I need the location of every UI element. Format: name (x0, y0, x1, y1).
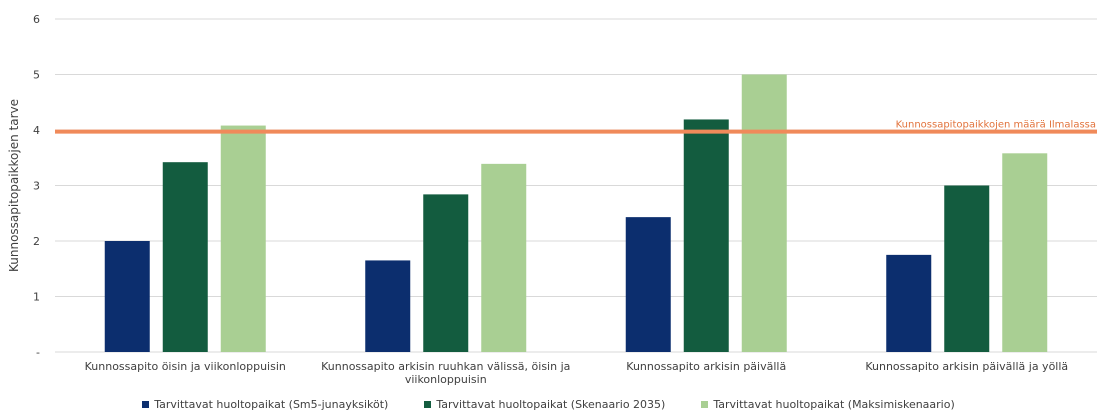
y-axis-ticks: - 1 2 3 4 5 6 (33, 13, 40, 359)
y-tick-label: 3 (33, 180, 40, 193)
legend: Tarvittavat huoltopaikat (Sm5-junayksikö… (0, 396, 1097, 412)
legend-item: Tarvittavat huoltopaikat (Sm5-junayksikö… (142, 396, 388, 412)
bar (683, 119, 729, 352)
category-label: Kunnossapito arkisin päivällä ja yöllä (865, 360, 1068, 373)
bar (365, 260, 411, 352)
x-axis-categories: Kunnossapito öisin ja viikonloppuisin Kun… (85, 360, 1069, 386)
reference-line-label: Kunnossapitopaikkojen määrä Ilmalassa (896, 120, 1096, 131)
category-label: Kunnossapito arkisin ruuhkan välissä, öi… (321, 360, 570, 373)
category-label: Kunnossapito arkisin päivällä (626, 360, 786, 373)
category-label: viikonloppuisin (405, 373, 487, 386)
bar (886, 254, 932, 352)
reference-line-group: Kunnossapitopaikkojen määrä Ilmalassa (55, 120, 1097, 134)
legend-swatch (701, 400, 709, 408)
y-tick-label: - (36, 346, 40, 359)
y-tick-label: 6 (33, 13, 40, 26)
y-tick-label: 1 (33, 291, 40, 304)
legend-item: Tarvittavat huoltopaikat (Maksimiskenaar… (701, 396, 955, 412)
gridlines (55, 18, 1097, 353)
legend-item: Tarvittavat huoltopaikat (Skenaario 2035… (424, 396, 665, 412)
bar (741, 74, 787, 352)
legend-label: Tarvittavat huoltopaikat (Maksimiskenaar… (713, 397, 955, 411)
bar (625, 217, 671, 352)
bar (162, 162, 208, 352)
legend-swatch (142, 400, 150, 408)
bar (220, 125, 266, 352)
y-tick-label: 5 (33, 69, 40, 82)
y-axis-label: Kunnossapitopaikkojen tarve (7, 99, 21, 272)
bars (104, 74, 1048, 352)
bar (481, 163, 527, 352)
y-tick-label: 4 (33, 124, 40, 137)
category-label: Kunnossapito öisin ja viikonloppuisin (85, 360, 286, 373)
bar (104, 241, 150, 352)
bar-chart: - 1 2 3 4 5 6 Kunnossapitopaikkojen tarve Kunn… (7, 13, 1097, 386)
legend-swatch (424, 400, 432, 408)
bar (1002, 153, 1048, 352)
bar (423, 194, 469, 352)
bar (944, 185, 990, 352)
legend-label: Tarvittavat huoltopaikat (Sm5-junayksikö… (154, 397, 389, 411)
y-tick-label: 2 (33, 235, 40, 248)
legend-label: Tarvittavat huoltopaikat (Skenaario 2035… (436, 397, 666, 411)
